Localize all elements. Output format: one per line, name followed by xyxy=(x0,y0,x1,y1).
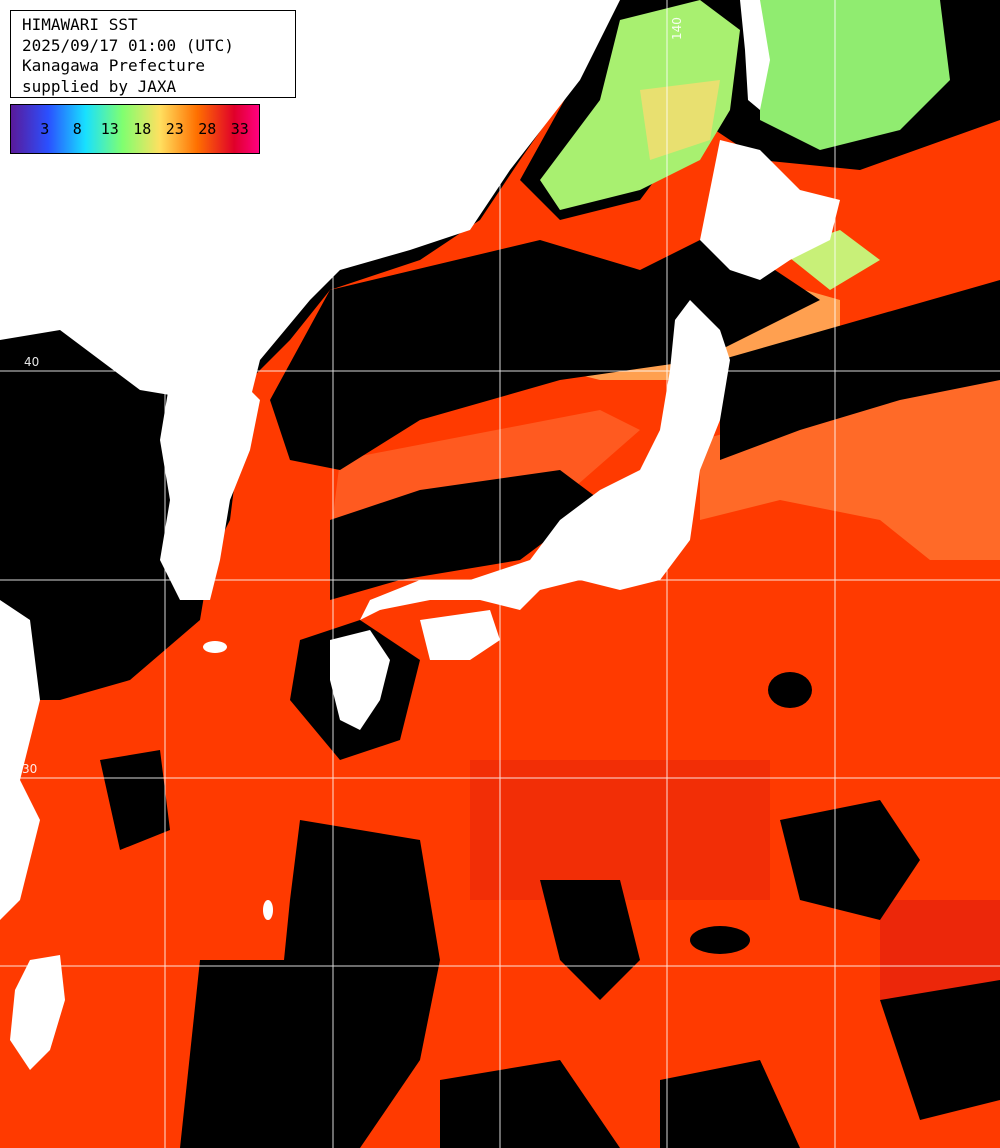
legend-tick: 13 xyxy=(100,120,119,138)
land-island xyxy=(263,900,273,920)
sea-cold-zone xyxy=(760,0,950,150)
region-label: Kanagawa Prefecture xyxy=(22,56,206,75)
cloud-spot xyxy=(690,926,750,954)
cloud-mass xyxy=(720,280,1000,460)
land-jeju xyxy=(203,641,227,653)
grid-label-lat-40: 40 xyxy=(24,355,40,369)
cloud-cluster xyxy=(440,1060,620,1148)
cloud-cluster xyxy=(540,880,640,1000)
land-shikoku xyxy=(420,610,500,660)
grid-label-lon-140: 140 xyxy=(670,17,684,40)
cloud-band xyxy=(330,470,600,600)
cloud-cluster xyxy=(180,960,330,1148)
color-scale-bar xyxy=(11,105,259,153)
land-kyushu xyxy=(330,630,390,730)
legend-tick: 33 xyxy=(230,120,249,138)
land-island xyxy=(398,128,422,152)
cloud-cluster xyxy=(780,800,920,920)
cloud-spot xyxy=(768,672,812,708)
legend-tick: 8 xyxy=(72,120,82,138)
sea-hot-patch xyxy=(470,760,770,900)
grid-label-lat-30: 30 xyxy=(22,762,38,776)
land-asia-mainland xyxy=(0,0,620,400)
cloud-cluster xyxy=(100,750,170,850)
legend-tick: 28 xyxy=(198,120,217,138)
observation-datetime: 2025/09/17 01:00 (UTC) xyxy=(22,35,234,55)
credit-label: supplied by JAXA xyxy=(22,76,177,96)
cloud-cluster xyxy=(880,980,1000,1120)
sea-cool-zone xyxy=(640,80,720,160)
land-sakhalin xyxy=(740,0,770,110)
legend-tick: 23 xyxy=(165,120,184,138)
map-title: HIMAWARI SST xyxy=(22,15,138,34)
land-honshu xyxy=(360,300,730,620)
sea-cold-zone xyxy=(540,0,740,210)
color-scale-legend: 3 8 13 18 23 28 33 xyxy=(10,104,260,154)
sea-mild-zone xyxy=(700,360,1000,560)
land-korea xyxy=(160,380,260,600)
info-box: HIMAWARI SST 2025/09/17 01:00 (UTC) Kana… xyxy=(10,10,296,98)
legend-tick: 18 xyxy=(133,120,152,138)
legend-ticks: 3 8 13 18 23 28 33 xyxy=(11,105,259,153)
land-taiwan xyxy=(10,955,65,1070)
legend-tick: 3 xyxy=(40,120,50,138)
land-hokkaido xyxy=(700,140,840,280)
land-china-coast xyxy=(0,600,40,920)
cloud-mass xyxy=(270,240,820,470)
cloud-cluster xyxy=(660,1060,800,1148)
sea-hot-patch xyxy=(880,900,1000,1000)
